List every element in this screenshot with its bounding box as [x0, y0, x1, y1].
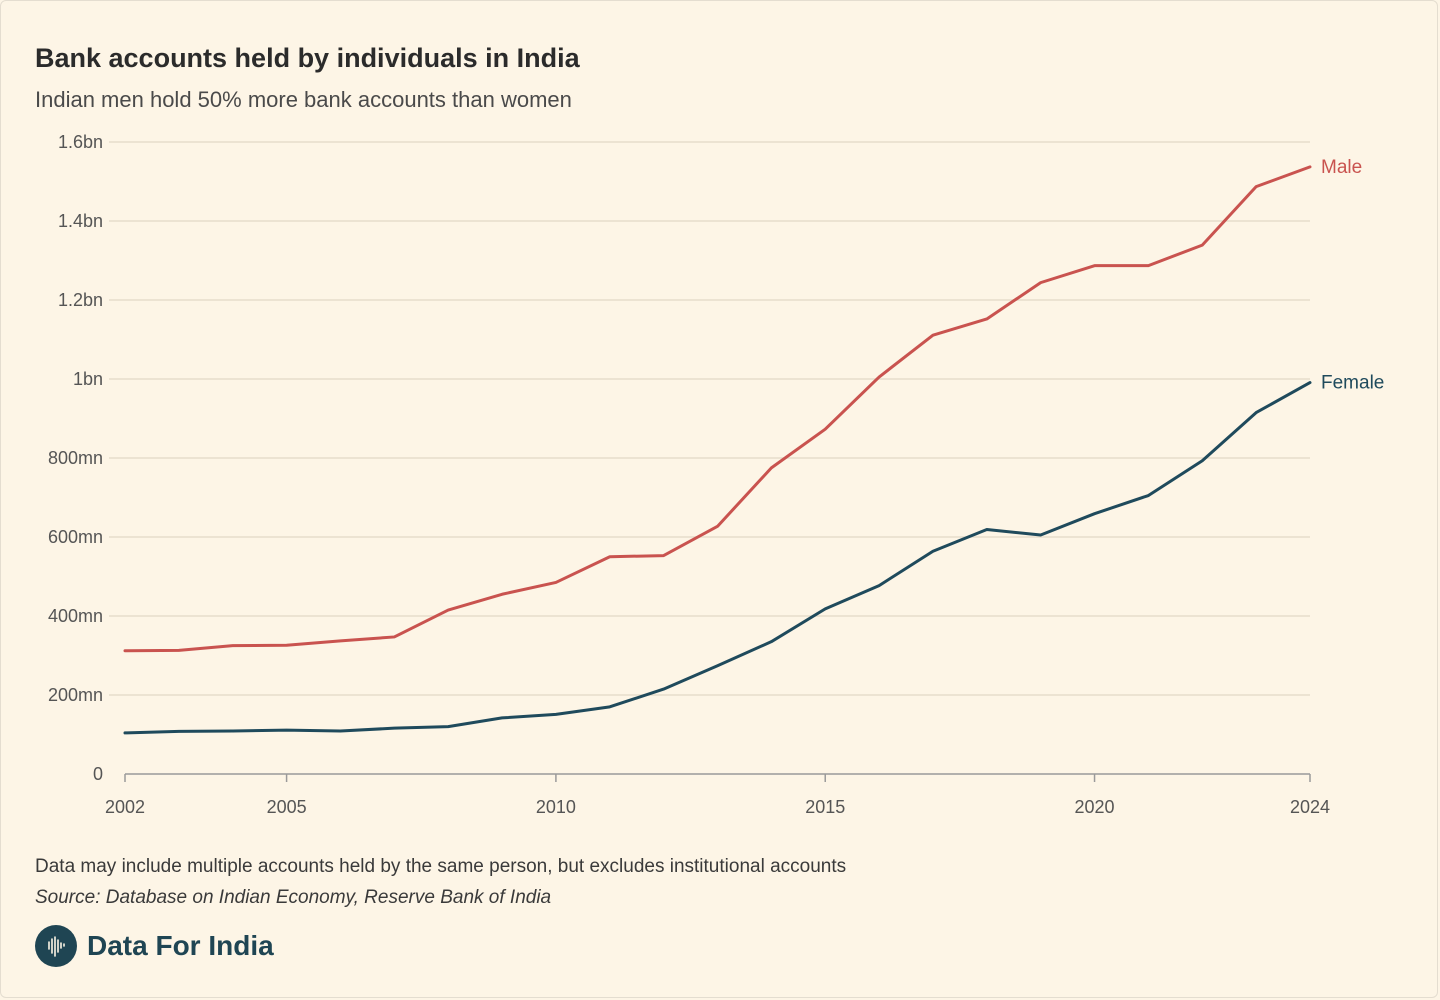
y-tick-label: 1.4bn [58, 211, 103, 231]
x-tick-label: 2010 [536, 797, 576, 817]
y-tick-label: 400mn [48, 606, 103, 626]
x-tick-label: 2024 [1290, 797, 1330, 817]
series-label-female: Female [1321, 373, 1384, 394]
y-tick-label: 200mn [48, 685, 103, 705]
chart-note: Data may include multiple accounts held … [35, 856, 847, 877]
x-tick-label: 2015 [805, 797, 845, 817]
chart-title: Bank accounts held by individuals in Ind… [35, 43, 580, 73]
india-map-logo-icon [35, 925, 77, 967]
chart-source: Source: Database on Indian Economy, Rese… [35, 887, 552, 908]
y-tick-label: 1bn [73, 369, 103, 389]
series-label-male: Male [1321, 157, 1362, 178]
y-tick-label: 0 [93, 764, 103, 784]
x-tick-label: 2020 [1075, 797, 1115, 817]
y-tick-label: 1.6bn [58, 132, 103, 152]
series-line-female [123, 381, 1312, 735]
x-tick-label: 2005 [267, 797, 307, 817]
brand[interactable]: Data For India [35, 925, 274, 967]
y-tick-label: 600mn [48, 527, 103, 547]
y-tick-label: 1.2bn [58, 290, 103, 310]
chart-subtitle: Indian men hold 50% more bank accounts t… [35, 87, 572, 112]
series-line-male [123, 165, 1312, 653]
x-tick-label: 2002 [105, 797, 145, 817]
y-tick-label: 800mn [48, 448, 103, 468]
brand-name: Data For India [87, 930, 274, 961]
line-chart: 0 200mn 400mn 600mn 800mn 1bn 1.2bn 1.4bn 1.6bn 2… [48, 132, 1384, 817]
